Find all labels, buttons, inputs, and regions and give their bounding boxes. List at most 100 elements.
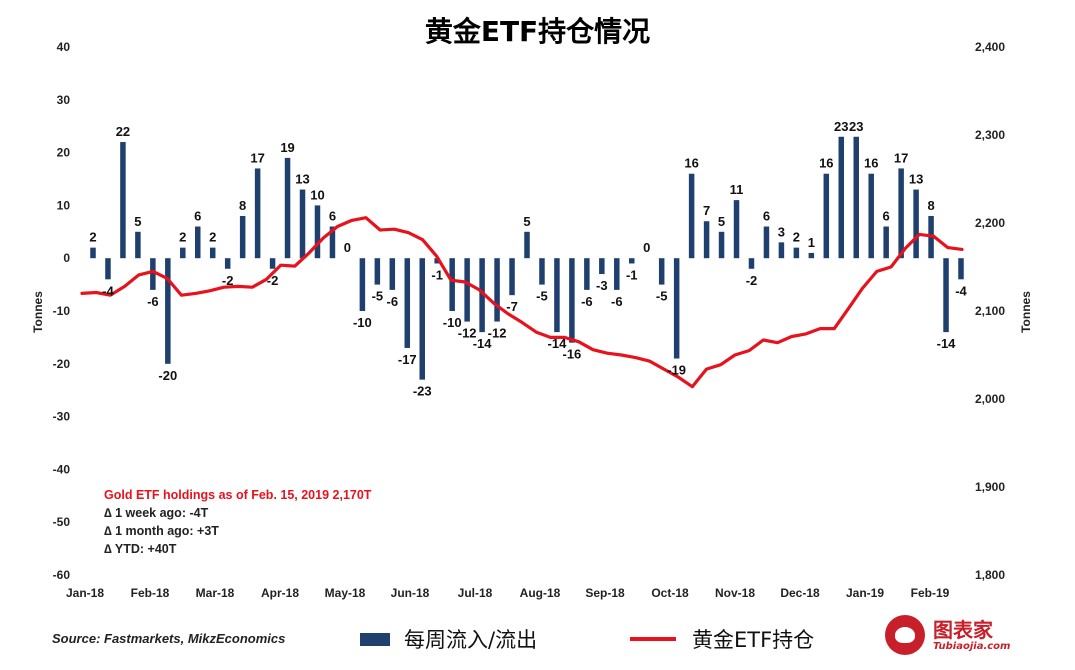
bar-value-label: -10 — [353, 315, 372, 330]
bar-value-label: 5 — [718, 214, 725, 229]
bar-value-label: -12 — [488, 326, 507, 341]
right-tick-label: 2,400 — [975, 40, 1005, 54]
flow-bar — [883, 226, 889, 259]
legend-line-label: 黄金ETF持仓 — [692, 628, 815, 652]
right-axis-label: Tonnes — [1019, 291, 1033, 333]
flow-bar — [569, 258, 575, 343]
bar-value-label: -2 — [267, 273, 279, 288]
flow-bar — [449, 258, 455, 311]
bar-value-label: -5 — [536, 289, 548, 304]
bar-value-label: 6 — [329, 209, 336, 224]
x-tick-label: Sep-18 — [585, 586, 625, 600]
bar-value-label: -5 — [656, 289, 668, 304]
bar-value-label: 1 — [808, 235, 815, 250]
flow-bar — [913, 189, 919, 259]
flow-bar — [584, 258, 590, 290]
left-axis-ticks: 40 30 20 10 0 -10 -20 -30 -40 -50 -60 — [53, 40, 71, 582]
flow-bar — [135, 231, 141, 259]
flow-bar — [269, 258, 276, 269]
legend-bar-swatch — [360, 632, 390, 646]
bar-value-label: 11 — [730, 182, 744, 197]
right-tick-label: 1,900 — [975, 480, 1005, 494]
bar-value-label: 8 — [239, 198, 246, 213]
bar-value-label: 0 — [643, 240, 650, 255]
bar-value-label: -17 — [398, 352, 417, 367]
bar-value-label: -6 — [581, 294, 593, 309]
left-tick-label: 10 — [57, 198, 71, 212]
flow-bar — [494, 258, 500, 322]
bar-value-label: 0 — [344, 240, 351, 255]
flow-bar — [150, 258, 156, 290]
bar-value-label: -4 — [102, 283, 114, 298]
bar-value-label: -2 — [746, 273, 758, 288]
flow-bar — [479, 258, 485, 333]
flow-bar — [898, 168, 904, 259]
logo-cn: 图表家 — [933, 617, 993, 642]
flow-bar — [733, 200, 740, 259]
left-tick-label: -10 — [53, 304, 71, 318]
bar-value-label: -14 — [937, 336, 957, 351]
flow-bar — [239, 215, 246, 259]
bar-value-label: 17 — [894, 150, 908, 165]
bar-value-label: 6 — [763, 209, 770, 224]
flow-bar — [299, 189, 306, 259]
flow-bar — [748, 258, 755, 269]
bar-value-label: 16 — [864, 156, 878, 171]
bar-value-label: -10 — [443, 315, 462, 330]
bar-value-label: 3 — [778, 224, 785, 239]
flow-bar — [629, 258, 635, 264]
right-tick-label: 1,800 — [975, 568, 1005, 582]
holdings-line — [80, 216, 964, 389]
left-tick-label: 40 — [57, 40, 71, 54]
bar-value-label: -19 — [667, 363, 686, 378]
bar-value-label: 2 — [209, 230, 216, 245]
bar-value-label: -23 — [413, 384, 432, 399]
left-tick-label: 30 — [57, 93, 71, 107]
flow-bar — [419, 258, 425, 380]
x-tick-label: Feb-18 — [131, 586, 170, 600]
bar-value-label: 23 — [849, 119, 863, 134]
x-tick-label: Jan-18 — [66, 586, 104, 600]
x-tick-label: Dec-18 — [780, 586, 820, 600]
legend-bar-label: 每周流入/流出 — [404, 628, 538, 652]
flow-bar — [209, 247, 216, 259]
bar-value-label: 16 — [819, 156, 833, 171]
bar-value-label: -16 — [562, 347, 581, 362]
legend-line: 黄金ETF持仓 — [630, 624, 814, 654]
flow-bar — [120, 142, 126, 259]
left-tick-label: -30 — [53, 410, 71, 424]
flow-bar — [763, 226, 770, 259]
flow-bar — [254, 168, 261, 259]
flow-bar — [539, 258, 545, 285]
right-tick-label: 2,000 — [975, 392, 1005, 406]
bar-value-label: 2 — [179, 230, 186, 245]
flow-bar — [464, 258, 470, 322]
flow-bar — [374, 258, 381, 285]
flow-bar — [868, 173, 874, 259]
flow-bar — [718, 231, 725, 259]
flow-bar — [943, 258, 949, 333]
holdings-annotation: Gold ETF holdings as of Feb. 15, 2019 2,… — [104, 486, 371, 558]
bar-value-label: -2 — [222, 273, 234, 288]
flow-bar — [404, 258, 411, 348]
legend-bars: 每周流入/流出 — [360, 624, 537, 654]
flow-bar — [703, 221, 710, 259]
x-tick-label: Apr-18 — [261, 586, 299, 600]
flow-bar — [524, 231, 530, 259]
bar-value-label: -6 — [147, 294, 159, 309]
holdings-line-group — [80, 216, 964, 389]
flow-bar — [808, 252, 815, 259]
bar-value-label: 22 — [116, 124, 130, 139]
bar-value-label: 16 — [684, 156, 698, 171]
annotation-ytd: ∆ YTD: +40T — [104, 542, 177, 556]
flow-bar — [105, 258, 111, 280]
left-tick-label: -50 — [53, 515, 71, 529]
annotation-week: ∆ 1 week ago: -4T — [104, 506, 209, 520]
bar-value-label: -12 — [458, 326, 477, 341]
bar-value-label: -1 — [431, 267, 443, 282]
bar-value-label: 10 — [310, 187, 324, 202]
flow-bar — [434, 258, 440, 264]
flow-bar — [389, 258, 396, 290]
logo-icon — [885, 615, 925, 655]
